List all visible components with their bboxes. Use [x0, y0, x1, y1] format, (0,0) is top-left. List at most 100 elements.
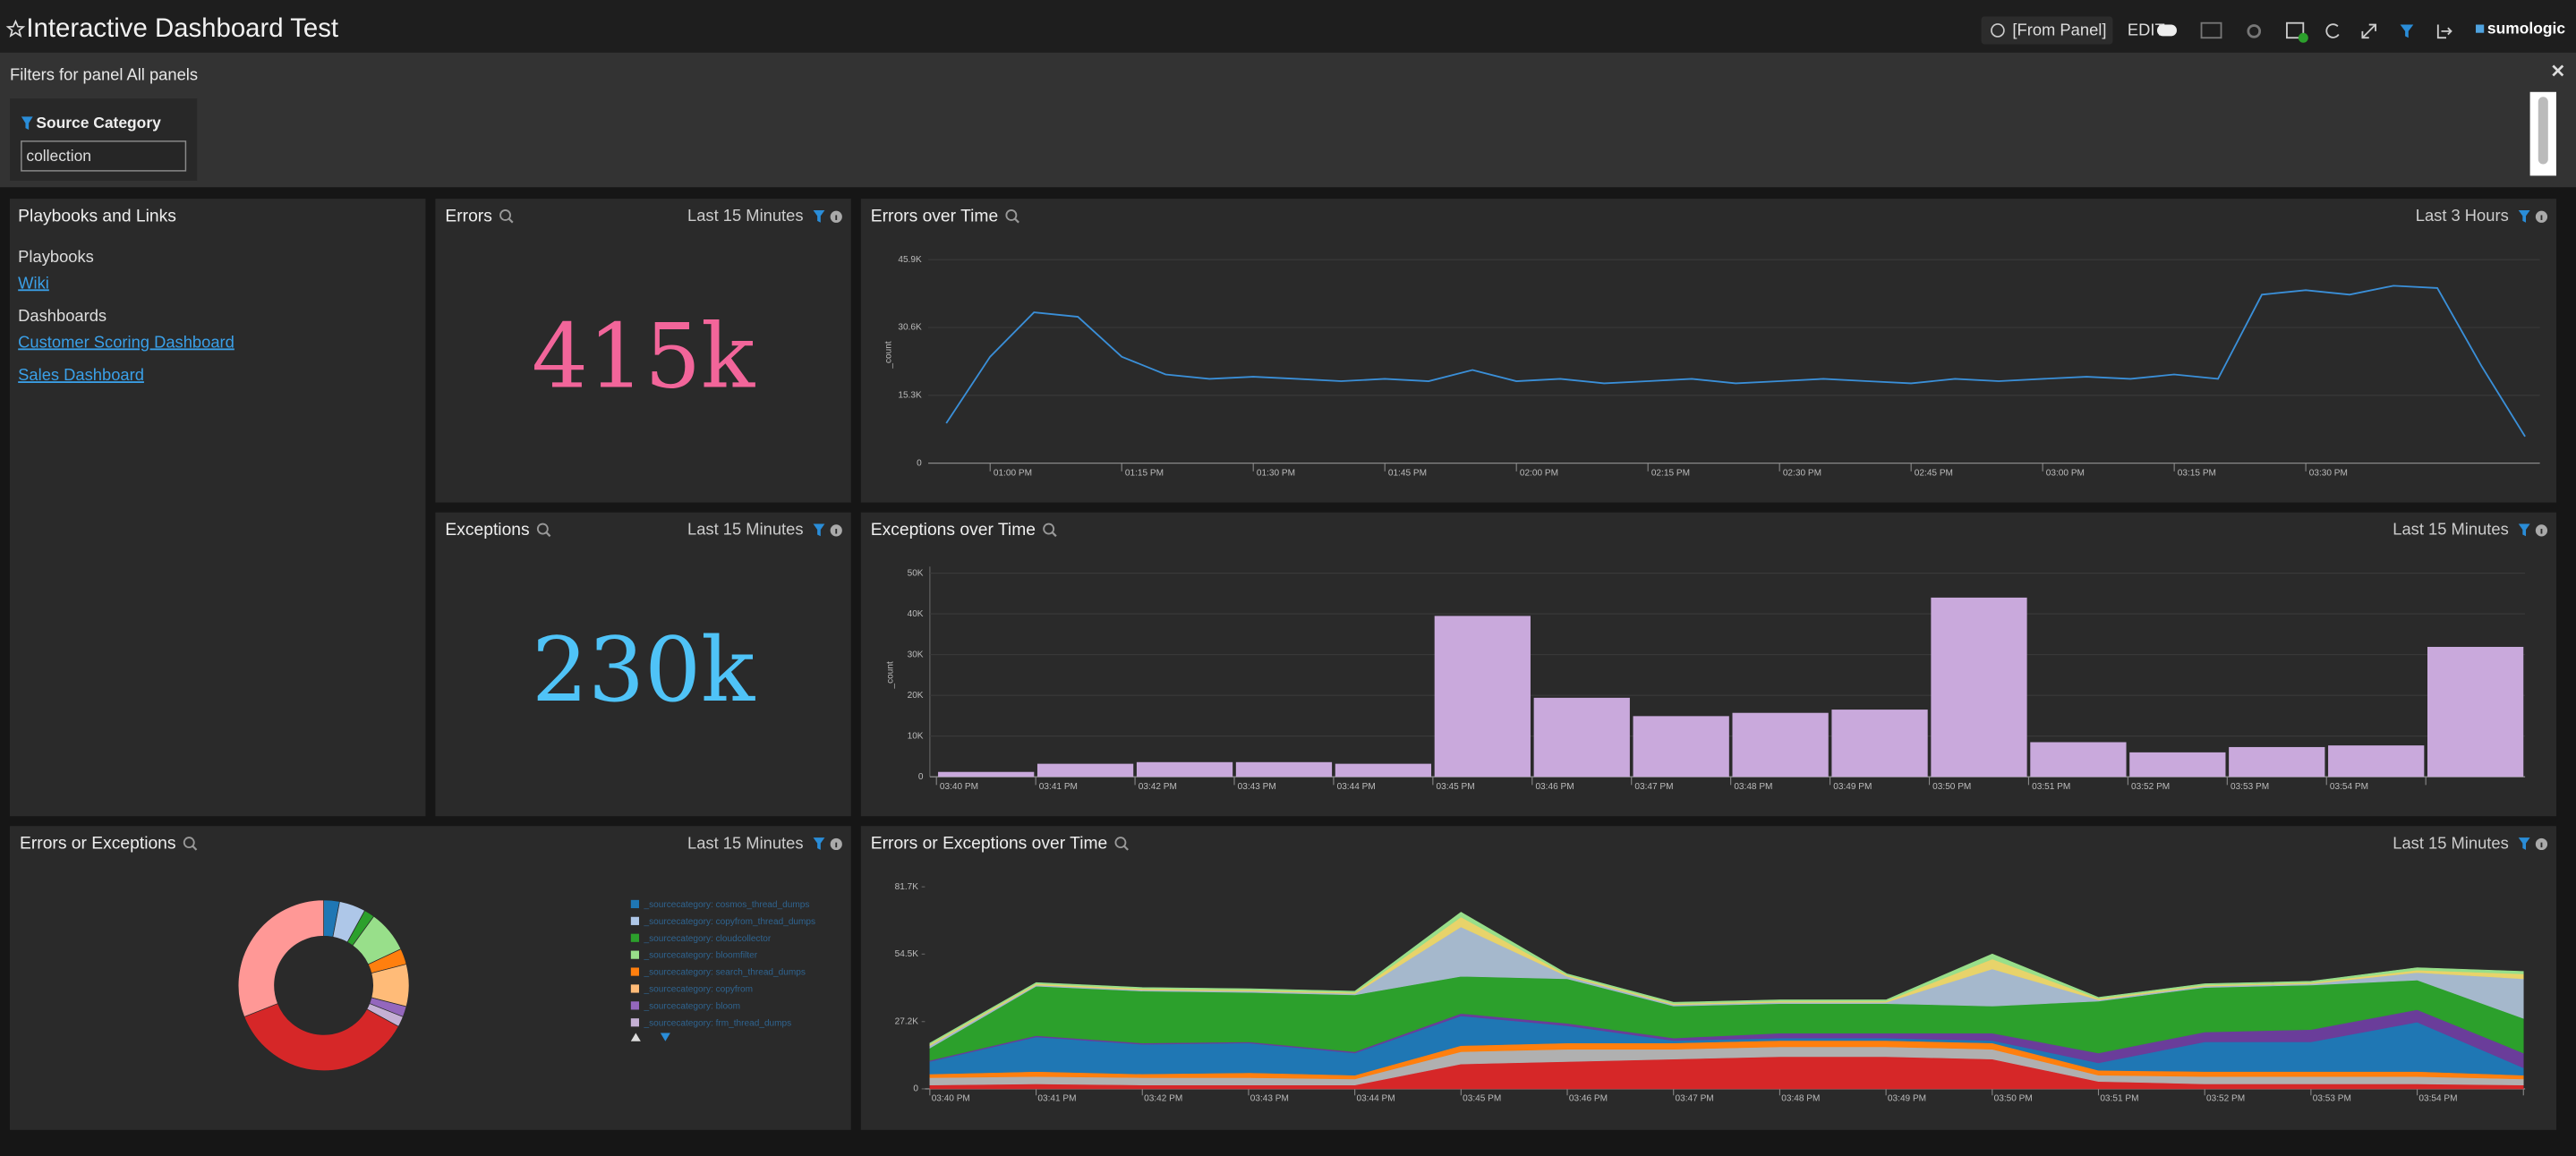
legend-label[interactable]: _sourcecategory: search_thread_dumps: [644, 968, 806, 978]
share-icon[interactable]: [2436, 24, 2452, 39]
bar: [1335, 763, 1432, 778]
y-tick-label: 15.3K: [898, 390, 922, 400]
link[interactable]: Wiki: [18, 273, 49, 292]
x-tick-label: 02:00 PM: [1520, 468, 1558, 478]
zoom-icon[interactable]: [1005, 209, 1018, 221]
panel-time-range: Last 15 Minutes: [687, 520, 803, 539]
link[interactable]: Sales Dashboard: [18, 365, 144, 384]
legend-label[interactable]: _sourcecategory: bloom: [644, 1001, 741, 1011]
panel-title: Errors over Time: [871, 207, 998, 225]
x-tick-label: 03:47 PM: [1634, 782, 1673, 792]
dashboard-title: Interactive Dashboard Test: [26, 13, 338, 43]
panel-title: Errors: [445, 207, 491, 225]
x-tick-label: 03:41 PM: [1039, 782, 1078, 792]
link[interactable]: Customer Scoring Dashboard: [18, 332, 235, 351]
x-tick-label: 03:45 PM: [1437, 782, 1475, 792]
panel-filter-icon[interactable]: [2518, 523, 2530, 537]
filter-input[interactable]: [21, 140, 187, 172]
filter-value[interactable]: collection: [26, 147, 91, 165]
favorite-star[interactable]: [5, 19, 26, 38]
x-tick-label: 02:30 PM: [1783, 468, 1821, 478]
bar: [2129, 752, 2226, 778]
y-tick-label: 40K: [908, 609, 924, 619]
zoom-icon[interactable]: [499, 209, 511, 221]
legend-label[interactable]: _sourcecategory: copyfrom_thread_dumps: [644, 917, 816, 927]
legend-page-up[interactable]: [630, 1033, 641, 1041]
donut-slice[interactable]: [237, 899, 324, 1017]
fullscreen-icon[interactable]: [2361, 23, 2376, 39]
zoom-icon-handle: [192, 845, 198, 851]
x-tick-label: 01:45 PM: [1388, 468, 1427, 478]
legend-label[interactable]: _sourcecategory: bloomfilter: [644, 951, 758, 961]
legend-label[interactable]: _sourcecategory: cloudcollector: [644, 934, 772, 944]
panel-time-range: Last 15 Minutes: [687, 833, 803, 852]
y-tick-label: 0: [913, 1084, 918, 1094]
legend-swatch: [630, 984, 639, 993]
legend-swatch: [630, 933, 639, 942]
zoom-icon[interactable]: [183, 837, 195, 849]
bar: [1831, 710, 1928, 778]
x-tick-label: 03:49 PM: [1888, 1094, 1926, 1104]
bar: [1533, 697, 1630, 778]
x-tick-label: 03:46 PM: [1535, 782, 1574, 792]
legend-label[interactable]: _sourcecategory: cosmos_thread_dumps: [644, 900, 810, 910]
single-value: 230k: [532, 619, 755, 722]
filter-toggle-icon[interactable]: [2400, 24, 2414, 38]
x-tick-label: 03:41 PM: [1037, 1094, 1076, 1104]
panel-filter-icon[interactable]: [2518, 209, 2530, 223]
edit-toggle[interactable]: [2156, 24, 2177, 37]
zoom-icon[interactable]: [1114, 837, 1127, 849]
x-tick-label: 01:30 PM: [1257, 468, 1295, 478]
edit-label: EDIT: [2128, 21, 2165, 39]
clock-icon: [1991, 23, 2005, 38]
panel-time-range: Last 15 Minutes: [2393, 520, 2508, 539]
filter-close[interactable]: [2552, 64, 2564, 77]
zoom-icon[interactable]: [536, 523, 549, 535]
brand-name: sumologic: [2487, 20, 2565, 38]
y-tick-label: 10K: [908, 731, 924, 741]
panel: [860, 199, 2556, 503]
x-tick-label: 03:46 PM: [1569, 1094, 1608, 1104]
x-tick-label: 03:40 PM: [932, 1094, 970, 1104]
x-tick-label: 03:48 PM: [1781, 1094, 1820, 1104]
x-tick-label: 01:00 PM: [994, 468, 1032, 478]
panel-filter-icon[interactable]: [813, 837, 825, 850]
legend-swatch: [630, 950, 639, 959]
x-tick-label: 03:54 PM: [2330, 782, 2368, 792]
panel-filter-icon[interactable]: [813, 523, 825, 537]
panel-title: Errors or Exceptions over Time: [871, 835, 1107, 854]
x-tick-label: 03:53 PM: [2231, 782, 2269, 792]
alerts-badge: [2298, 32, 2308, 43]
zoom-icon[interactable]: [1043, 523, 1055, 535]
y-tick-label: 0: [918, 772, 924, 782]
bar: [1235, 761, 1333, 778]
donut-slice[interactable]: [243, 1003, 399, 1072]
bar: [1434, 616, 1531, 778]
bar: [1633, 716, 1729, 778]
x-tick-label: 03:44 PM: [1356, 1094, 1395, 1104]
legend-swatch: [630, 899, 639, 909]
legend-page-down[interactable]: [660, 1033, 670, 1041]
y-tick-label: 45.9K: [898, 255, 922, 265]
legend-label[interactable]: _sourcecategory: copyfrom: [644, 985, 754, 995]
add-panel-icon[interactable]: [2200, 21, 2222, 39]
zoom-icon-handle: [1122, 845, 1129, 851]
filter-title: Filters for panel All panels: [10, 64, 198, 83]
settings-icon[interactable]: [2247, 24, 2262, 38]
filter-icon: [21, 116, 33, 131]
panel-filter-icon[interactable]: [813, 209, 825, 223]
refresh-icon[interactable]: [2325, 23, 2340, 38]
zoom-icon-handle: [1013, 217, 1019, 224]
legend-label[interactable]: _sourcecategory: frm_thread_dumps: [644, 1018, 792, 1028]
filter-scroll-thumb[interactable]: [2538, 97, 2548, 165]
time-range-button[interactable]: [1981, 16, 2113, 45]
bar: [1931, 597, 2027, 778]
y-axis-title: _count: [885, 661, 895, 689]
x-tick-label: 03:43 PM: [1250, 1094, 1289, 1104]
alerts-icon[interactable]: [2286, 21, 2305, 39]
panel-filter-icon[interactable]: [2518, 837, 2530, 850]
panel-time-range: Last 3 Hours: [2416, 206, 2509, 225]
legend-swatch: [630, 1001, 639, 1010]
panel-time-range: Last 15 Minutes: [2393, 833, 2508, 852]
